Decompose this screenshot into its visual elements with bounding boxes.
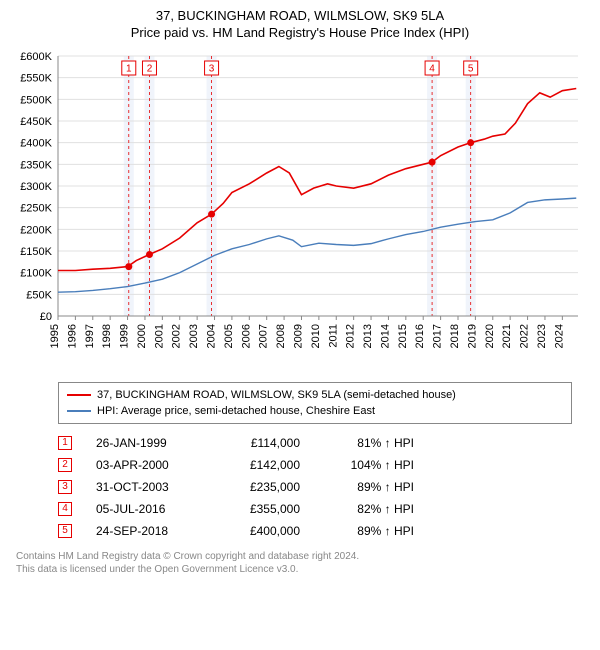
svg-text:2021: 2021	[501, 324, 513, 348]
svg-text:5: 5	[468, 64, 474, 75]
svg-text:£600K: £600K	[20, 51, 52, 63]
svg-text:2022: 2022	[519, 324, 531, 348]
svg-text:1996: 1996	[66, 324, 78, 348]
transaction-price: £142,000	[220, 454, 300, 476]
transaction-marker: 3	[58, 480, 72, 494]
svg-text:2011: 2011	[327, 324, 339, 348]
svg-text:1998: 1998	[101, 324, 113, 348]
svg-text:2017: 2017	[432, 324, 444, 348]
transaction-pct: 89% ↑ HPI	[324, 476, 414, 498]
footer-line-1: Contains HM Land Registry data © Crown c…	[16, 550, 592, 563]
svg-text:£100K: £100K	[20, 268, 52, 280]
svg-text:2016: 2016	[414, 324, 426, 348]
footer-line-2: This data is licensed under the Open Gov…	[16, 563, 592, 576]
transaction-date: 05-JUL-2016	[96, 498, 196, 520]
transaction-pct: 82% ↑ HPI	[324, 498, 414, 520]
svg-text:2010: 2010	[310, 324, 322, 348]
svg-text:2007: 2007	[258, 324, 270, 348]
legend-row: HPI: Average price, semi-detached house,…	[67, 403, 563, 419]
chart-container: £0 £50K £100K £150K £200K £250K £300K £350K £400…	[8, 46, 592, 376]
legend-swatch	[67, 394, 91, 396]
svg-text:2003: 2003	[188, 324, 200, 348]
svg-text:2015: 2015	[397, 324, 409, 348]
transaction-price: £114,000	[220, 432, 300, 454]
transaction-price: £355,000	[220, 498, 300, 520]
svg-text:£400K: £400K	[20, 138, 52, 150]
footer-attribution: Contains HM Land Registry data © Crown c…	[16, 550, 592, 576]
transaction-date: 31-OCT-2003	[96, 476, 196, 498]
title-line-2: Price paid vs. HM Land Registry's House …	[8, 25, 592, 40]
transaction-marker: 4	[58, 502, 72, 516]
svg-text:£150K: £150K	[20, 246, 52, 258]
transaction-row: 3 31-OCT-2003 £235,000 89% ↑ HPI	[58, 476, 572, 498]
title-line-1: 37, BUCKINGHAM ROAD, WILMSLOW, SK9 5LA	[8, 8, 592, 23]
svg-text:2013: 2013	[362, 324, 374, 348]
legend-label: HPI: Average price, semi-detached house,…	[97, 403, 375, 419]
transaction-date: 24-SEP-2018	[96, 520, 196, 542]
svg-text:2000: 2000	[136, 324, 148, 348]
transaction-row: 1 26-JAN-1999 £114,000 81% ↑ HPI	[58, 432, 572, 454]
transaction-date: 26-JAN-1999	[96, 432, 196, 454]
svg-text:1995: 1995	[49, 324, 61, 348]
svg-text:1999: 1999	[119, 324, 131, 348]
svg-text:2006: 2006	[240, 324, 252, 348]
svg-text:£250K: £250K	[20, 203, 52, 215]
transaction-marker: 5	[58, 524, 72, 538]
svg-text:2005: 2005	[223, 324, 235, 348]
svg-text:2020: 2020	[484, 324, 496, 348]
svg-text:2019: 2019	[466, 324, 478, 348]
svg-text:2012: 2012	[345, 324, 357, 348]
transaction-row: 5 24-SEP-2018 £400,000 89% ↑ HPI	[58, 520, 572, 542]
legend-swatch	[67, 410, 91, 412]
price-chart: £0 £50K £100K £150K £200K £250K £300K £350K £400…	[8, 46, 588, 376]
svg-text:£0: £0	[40, 311, 52, 323]
svg-text:2002: 2002	[171, 324, 183, 348]
transaction-marker: 2	[58, 458, 72, 472]
svg-text:£550K: £550K	[20, 73, 52, 85]
svg-text:£200K: £200K	[20, 224, 52, 236]
transaction-pct: 104% ↑ HPI	[324, 454, 414, 476]
svg-text:2001: 2001	[153, 324, 165, 348]
transaction-pct: 81% ↑ HPI	[324, 432, 414, 454]
svg-text:£350K: £350K	[20, 159, 52, 171]
svg-text:4: 4	[429, 64, 435, 75]
transaction-price: £235,000	[220, 476, 300, 498]
svg-text:2: 2	[147, 64, 153, 75]
svg-text:2004: 2004	[206, 324, 218, 348]
svg-text:2009: 2009	[292, 324, 304, 348]
svg-text:3: 3	[209, 64, 215, 75]
svg-text:2023: 2023	[536, 324, 548, 348]
svg-text:£50K: £50K	[26, 289, 52, 301]
svg-text:2008: 2008	[275, 324, 287, 348]
legend-label: 37, BUCKINGHAM ROAD, WILMSLOW, SK9 5LA (…	[97, 387, 456, 403]
svg-text:1: 1	[126, 64, 132, 75]
legend-row: 37, BUCKINGHAM ROAD, WILMSLOW, SK9 5LA (…	[67, 387, 563, 403]
svg-text:2018: 2018	[449, 324, 461, 348]
transaction-row: 4 05-JUL-2016 £355,000 82% ↑ HPI	[58, 498, 572, 520]
transaction-price: £400,000	[220, 520, 300, 542]
svg-text:£450K: £450K	[20, 116, 52, 128]
svg-text:1997: 1997	[84, 324, 96, 348]
transaction-pct: 89% ↑ HPI	[324, 520, 414, 542]
svg-text:2014: 2014	[379, 324, 391, 348]
transaction-row: 2 03-APR-2000 £142,000 104% ↑ HPI	[58, 454, 572, 476]
svg-text:£500K: £500K	[20, 94, 52, 106]
transaction-date: 03-APR-2000	[96, 454, 196, 476]
chart-title-block: 37, BUCKINGHAM ROAD, WILMSLOW, SK9 5LA P…	[8, 8, 592, 40]
svg-text:2024: 2024	[553, 324, 565, 348]
transaction-table: 1 26-JAN-1999 £114,000 81% ↑ HPI 2 03-APR-200…	[58, 432, 572, 542]
legend: 37, BUCKINGHAM ROAD, WILMSLOW, SK9 5LA (…	[58, 382, 572, 424]
svg-text:£300K: £300K	[20, 181, 52, 193]
transaction-marker: 1	[58, 436, 72, 450]
